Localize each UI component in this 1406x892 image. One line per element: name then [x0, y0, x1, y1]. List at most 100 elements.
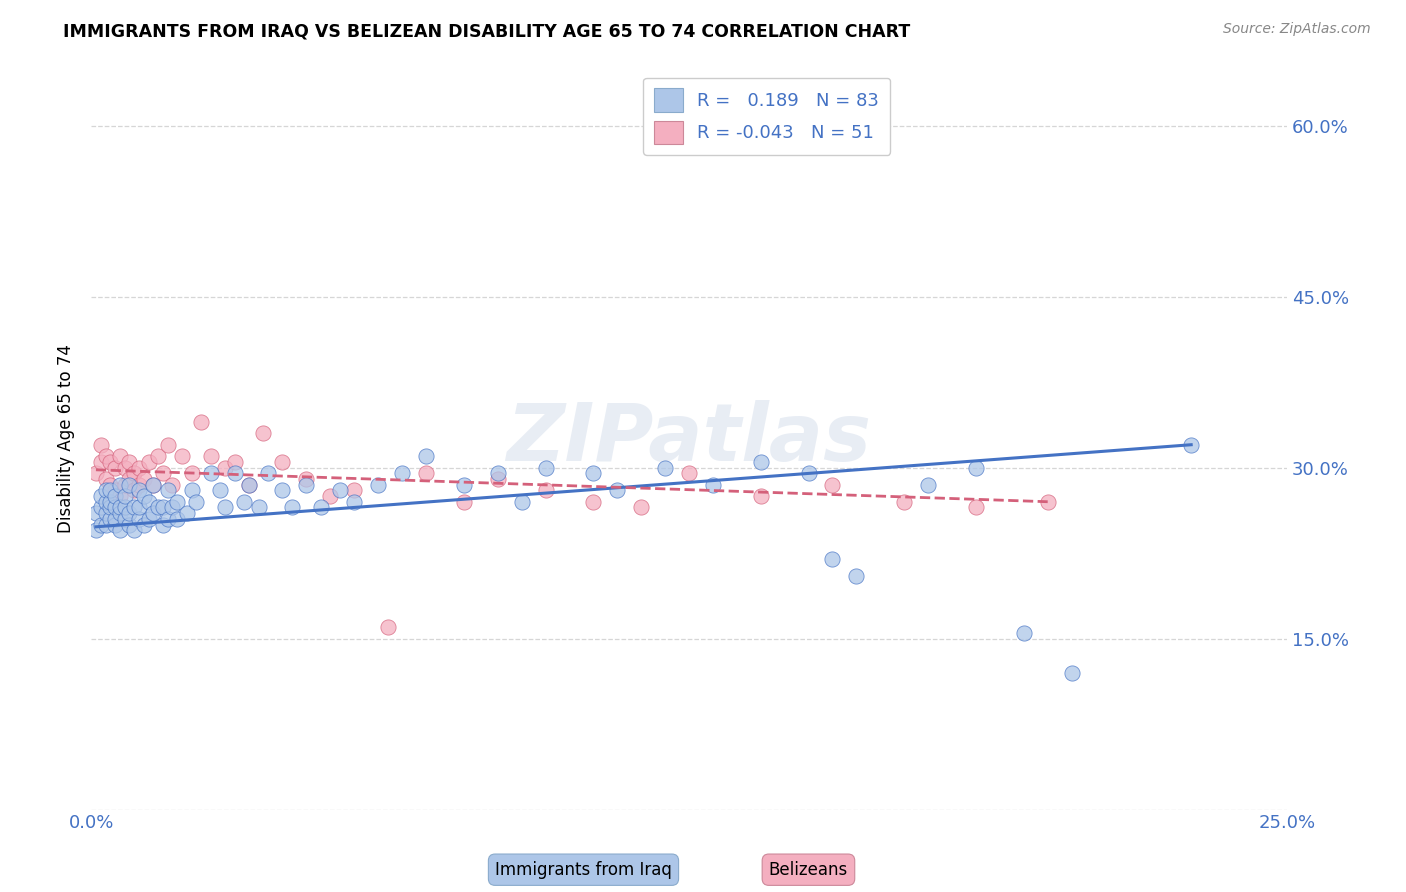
Point	[84, 506, 107, 520]
Point	[749, 489, 772, 503]
Point	[132, 472, 155, 486]
Point	[122, 523, 145, 537]
Point	[233, 494, 256, 508]
Point	[118, 517, 141, 532]
Point	[138, 512, 160, 526]
Point	[247, 500, 270, 515]
Point	[108, 477, 131, 491]
Point	[128, 512, 150, 526]
Point	[156, 512, 179, 526]
Point	[224, 455, 246, 469]
Point	[98, 477, 121, 491]
Point	[917, 477, 939, 491]
Text: Belizeans: Belizeans	[769, 861, 848, 879]
Point	[84, 523, 107, 537]
Point	[90, 517, 112, 532]
Point	[90, 489, 112, 503]
Point	[821, 477, 844, 491]
Point	[252, 426, 274, 441]
Point	[606, 483, 628, 498]
Point	[319, 489, 342, 503]
Point	[271, 483, 294, 498]
Text: Immigrants from Iraq: Immigrants from Iraq	[495, 861, 672, 879]
Point	[142, 477, 165, 491]
Point	[271, 455, 294, 469]
Point	[118, 477, 141, 491]
Point	[114, 512, 136, 526]
Point	[142, 506, 165, 520]
Point	[453, 477, 475, 491]
Point	[162, 500, 184, 515]
Point	[98, 483, 121, 498]
Point	[104, 517, 127, 532]
Point	[108, 523, 131, 537]
Point	[200, 467, 222, 481]
Point	[114, 500, 136, 515]
Y-axis label: Disability Age 65 to 74: Disability Age 65 to 74	[58, 344, 75, 533]
Point	[90, 455, 112, 469]
Point	[1036, 494, 1059, 508]
Point	[486, 467, 509, 481]
Point	[214, 500, 236, 515]
Point	[98, 455, 121, 469]
Point	[108, 489, 131, 503]
Point	[104, 500, 127, 515]
Point	[118, 472, 141, 486]
Point	[104, 460, 127, 475]
Point	[94, 483, 117, 498]
Point	[343, 494, 366, 508]
Point	[152, 500, 174, 515]
Point	[965, 500, 987, 515]
Point	[893, 494, 915, 508]
Point	[186, 494, 208, 508]
Point	[94, 472, 117, 486]
Point	[678, 467, 700, 481]
Point	[94, 506, 117, 520]
Point	[104, 489, 127, 503]
Point	[166, 512, 188, 526]
Point	[295, 477, 318, 491]
Point	[1012, 625, 1035, 640]
Point	[152, 517, 174, 532]
Point	[845, 569, 868, 583]
Point	[128, 460, 150, 475]
Point	[128, 500, 150, 515]
Point	[209, 483, 232, 498]
Legend: R =   0.189   N = 83, R = -0.043   N = 51: R = 0.189 N = 83, R = -0.043 N = 51	[644, 78, 890, 154]
Point	[214, 460, 236, 475]
Point	[142, 477, 165, 491]
Point	[257, 467, 280, 481]
Point	[138, 494, 160, 508]
Point	[84, 467, 107, 481]
Point	[224, 467, 246, 481]
Point	[122, 483, 145, 498]
Point	[180, 467, 202, 481]
Point	[630, 500, 652, 515]
Point	[128, 483, 150, 498]
Point	[114, 489, 136, 503]
Point	[534, 460, 557, 475]
Point	[1060, 665, 1083, 680]
Point	[90, 500, 112, 515]
Point	[146, 449, 169, 463]
Point	[238, 477, 260, 491]
Point	[190, 415, 212, 429]
Point	[104, 512, 127, 526]
Point	[122, 500, 145, 515]
Point	[486, 472, 509, 486]
Point	[108, 500, 131, 515]
Text: ZIPatlas: ZIPatlas	[506, 400, 872, 478]
Text: Source: ZipAtlas.com: Source: ZipAtlas.com	[1223, 22, 1371, 37]
Point	[176, 506, 198, 520]
Point	[238, 477, 260, 491]
Point	[702, 477, 724, 491]
Point	[162, 477, 184, 491]
Point	[152, 467, 174, 481]
Point	[94, 449, 117, 463]
Point	[122, 467, 145, 481]
Point	[108, 506, 131, 520]
Point	[200, 449, 222, 463]
Point	[128, 477, 150, 491]
Point	[582, 494, 605, 508]
Point	[114, 477, 136, 491]
